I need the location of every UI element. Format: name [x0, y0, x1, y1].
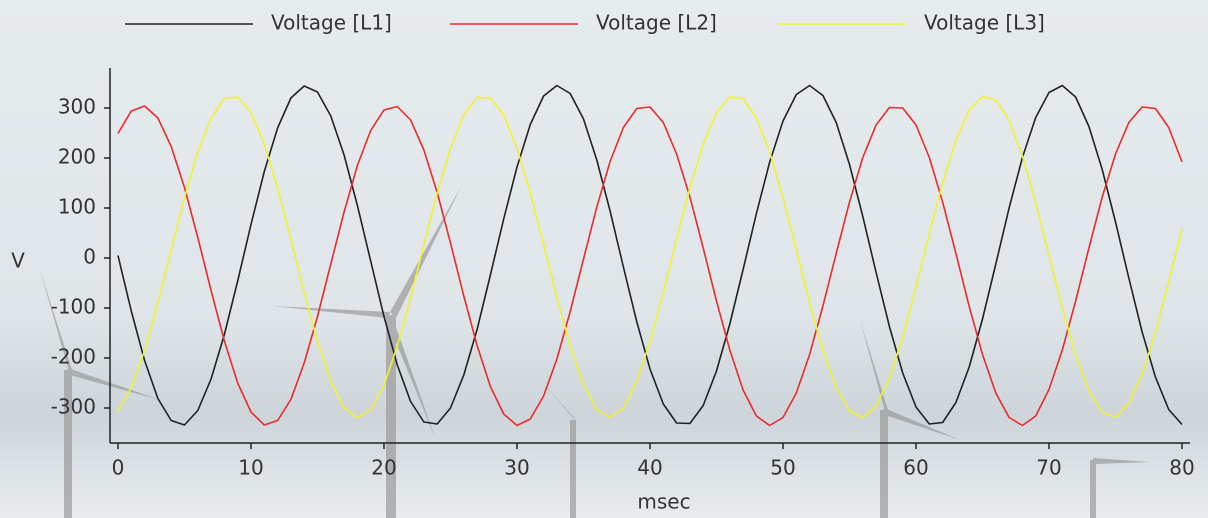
y-tick-label: -100 [51, 295, 96, 319]
series-line [117, 84, 1183, 426]
series-line [117, 95, 1183, 419]
y-tick-label: 100 [58, 195, 96, 219]
x-tick-label: 60 [903, 456, 928, 480]
y-axis-label: V [11, 249, 25, 273]
legend-label: Voltage [L1] [271, 11, 392, 35]
y-tick-label: 0 [83, 245, 96, 269]
legend-label: Voltage [L2] [596, 11, 717, 35]
y-tick-label: 300 [58, 95, 96, 119]
x-tick-label: 70 [1036, 456, 1061, 480]
y-tick-label: -300 [51, 395, 96, 419]
x-tick-label: 40 [637, 456, 662, 480]
legend-label: Voltage [L3] [924, 11, 1045, 35]
x-tick-label: 80 [1169, 456, 1194, 480]
x-tick-label: 10 [238, 456, 263, 480]
series-line [117, 105, 1183, 427]
x-tick-label: 20 [371, 456, 396, 480]
y-tick-label: -200 [51, 345, 96, 369]
x-tick-label: 0 [112, 456, 125, 480]
x-tick-label: 50 [770, 456, 795, 480]
y-tick-label: 200 [58, 145, 96, 169]
x-tick-label: 30 [504, 456, 529, 480]
plot: -300 -200 -100 0 100 200 300 0 10 20 30 40 50 60 70 80 V… [51, 11, 1195, 480]
x-axis-label: msec [637, 490, 690, 514]
